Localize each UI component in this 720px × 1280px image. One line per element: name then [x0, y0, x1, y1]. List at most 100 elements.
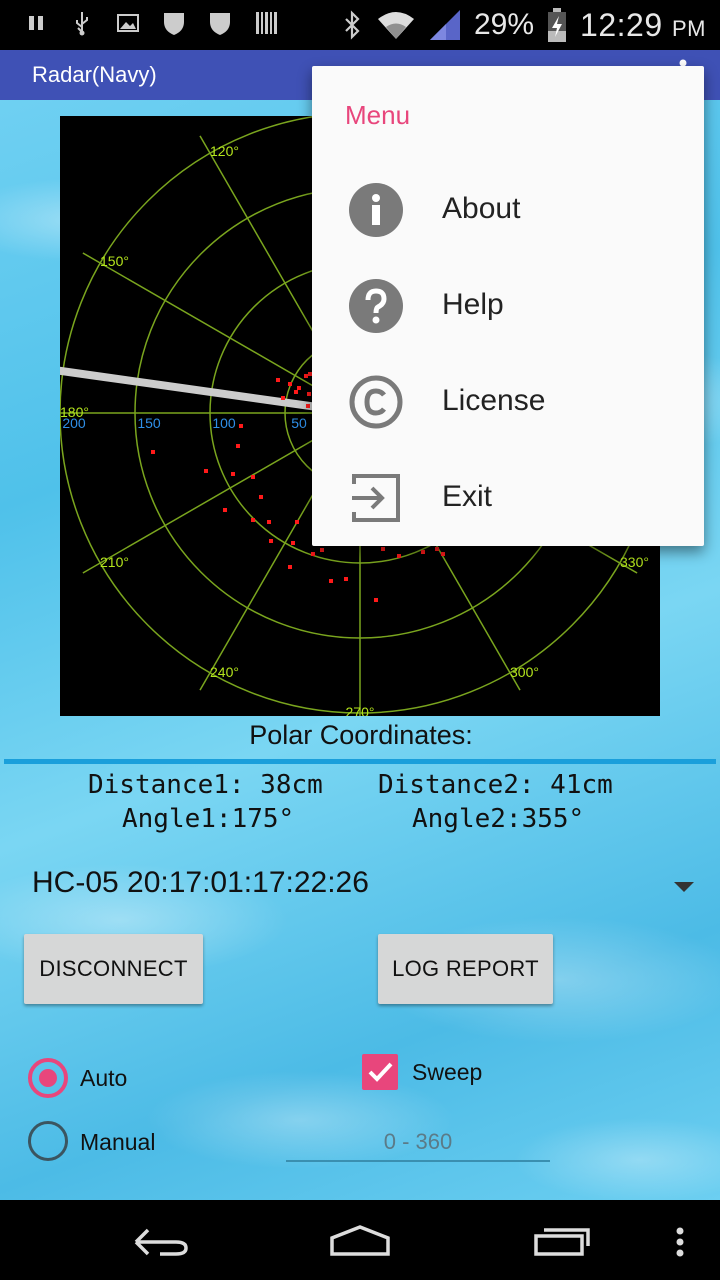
menu-item-exit[interactable]: Exit [312, 452, 704, 548]
radar-point [259, 495, 263, 499]
battery-charging-icon [546, 8, 568, 42]
radar-point [239, 424, 243, 428]
radar-distance-label: 150 [137, 415, 161, 431]
radar-point [151, 450, 155, 454]
menu-item-label: Exit [442, 480, 493, 513]
disconnect-button[interactable]: DISCONNECT [24, 934, 203, 1004]
radar-point [441, 552, 445, 556]
device-spinner[interactable]: HC-05 20:17:01:17:22:26 [0, 856, 720, 916]
clock-ampm: PM [672, 15, 706, 41]
divider [4, 759, 716, 764]
log-report-button[interactable]: LOG REPORT [378, 934, 553, 1004]
dropdown-arrow-icon [674, 882, 694, 892]
radar-point [307, 392, 311, 396]
menu-item-label: License [442, 384, 546, 417]
radar-point [251, 518, 255, 522]
radar-angle-label: 330° [620, 554, 649, 570]
angle1-readout: Angle1:175° [122, 804, 295, 834]
radar-point [344, 577, 348, 581]
clock-time: 12:29 [580, 6, 663, 43]
radar-angle-label: 180° [60, 404, 89, 420]
radar-point [308, 372, 312, 376]
popup-menu: Menu About Help License Exit [312, 66, 704, 546]
back-icon[interactable] [134, 1228, 188, 1256]
angle-input[interactable] [286, 1124, 550, 1162]
menu-item-license[interactable]: License [312, 356, 704, 452]
status-bar: 29% 12:29 PM [0, 0, 720, 50]
radar-point [291, 541, 295, 545]
distance1-readout: Distance1: 38cm [88, 770, 323, 800]
app-title: Radar(Navy) [32, 62, 157, 87]
radar-distance-label: 50 [291, 415, 307, 431]
radar-point [204, 469, 208, 473]
radar-point [435, 547, 439, 551]
shield-icon [162, 10, 186, 36]
checkmark-icon [368, 1062, 393, 1082]
radar-point [374, 598, 378, 602]
radar-point [421, 550, 425, 554]
menu-item-label: About [442, 192, 521, 225]
radar-angle-label: 150° [100, 253, 129, 269]
angle2-readout: Angle2:355° [412, 804, 585, 834]
auto-label[interactable]: Auto [80, 1065, 128, 1091]
radar-point [288, 565, 292, 569]
help-icon [348, 278, 404, 334]
manual-radio[interactable] [28, 1121, 68, 1161]
menu-item-help[interactable]: Help [312, 260, 704, 356]
radar-point [294, 390, 298, 394]
more-icon[interactable] [676, 1227, 684, 1257]
clock: 12:29 PM [580, 7, 706, 44]
radar-point [236, 444, 240, 448]
radar-point [311, 552, 315, 556]
radar-point [397, 554, 401, 558]
radar-point [297, 386, 301, 390]
radar-angle-label: 240° [210, 664, 239, 680]
manual-label[interactable]: Manual [80, 1129, 156, 1155]
copyright-icon [348, 374, 404, 430]
device-selected-value: HC-05 20:17:01:17:22:26 [32, 866, 369, 899]
radar-angle-label: 300° [510, 664, 539, 680]
bluetooth-icon [340, 10, 364, 40]
info-icon [348, 182, 404, 238]
menu-title: Menu [345, 100, 411, 130]
radar-point [281, 396, 285, 400]
menu-item-about[interactable]: About [312, 164, 704, 260]
distance2-readout: Distance2: 41cm [378, 770, 613, 800]
radar-point [269, 539, 273, 543]
notification-icons [24, 10, 278, 36]
system-icons: 29% 12:29 PM [340, 4, 706, 46]
radar-point [231, 472, 235, 476]
signal-icon [428, 10, 462, 40]
navigation-bar [0, 1200, 720, 1280]
sweep-checkbox[interactable] [362, 1054, 398, 1090]
usb-icon [70, 10, 94, 36]
shield-icon [208, 10, 232, 36]
radar-point [251, 475, 255, 479]
radar-point [306, 404, 310, 408]
radar-point [304, 374, 308, 378]
wifi-icon [376, 12, 416, 39]
radar-distance-label: 200 [62, 415, 86, 431]
sweep-label[interactable]: Sweep [412, 1059, 483, 1085]
exit-icon [348, 470, 404, 526]
radar-point [223, 508, 227, 512]
barcode-icon [254, 10, 278, 36]
radar-sweep-line [60, 366, 361, 417]
pause-icon [24, 10, 48, 36]
radar-point [320, 548, 324, 552]
radar-point [295, 520, 299, 524]
overflow-menu-icon[interactable] [676, 58, 690, 92]
battery-percent: 29% [473, 8, 535, 41]
auto-radio[interactable] [28, 1058, 68, 1098]
recent-apps-icon[interactable] [534, 1228, 590, 1256]
radar-point [381, 547, 385, 551]
radar-distance-label: 100 [212, 415, 236, 431]
radar-angle-label: 270° [346, 704, 375, 716]
polar-coordinates-title: Polar Coordinates: [249, 720, 473, 750]
home-icon[interactable] [330, 1225, 390, 1256]
radar-angle-label: 210° [100, 554, 129, 570]
radar-point [267, 520, 271, 524]
image-icon [116, 10, 140, 36]
menu-item-label: Help [442, 288, 504, 321]
radar-point [329, 579, 333, 583]
